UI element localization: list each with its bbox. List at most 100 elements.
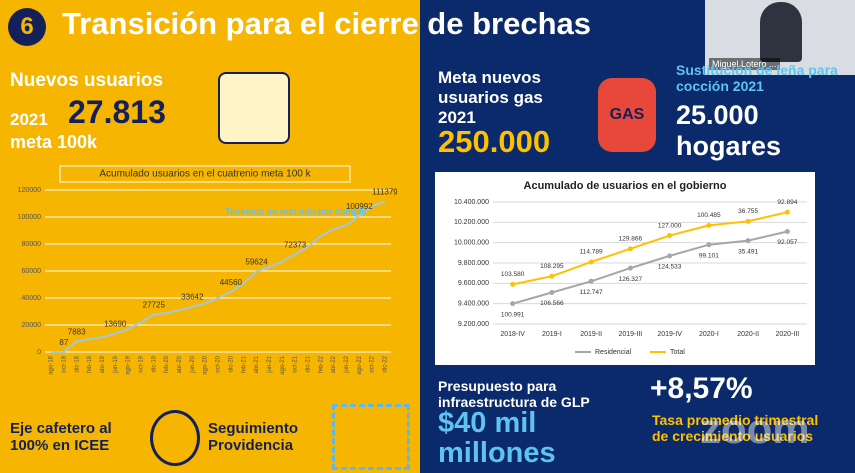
x-tick-label: dic-21 xyxy=(306,355,312,372)
annotation: Tenemos un reto aún por cumplir xyxy=(225,206,368,216)
x-tick-label: dic-22 xyxy=(383,355,389,372)
line xyxy=(512,211,788,286)
y-tick-label: 9.600.000 xyxy=(458,280,489,287)
section-number: 6 xyxy=(8,8,46,46)
point xyxy=(549,273,555,279)
icon xyxy=(150,410,200,466)
icon xyxy=(218,72,290,144)
title-box xyxy=(59,165,351,183)
point xyxy=(745,218,751,224)
gas-value: 250.000 xyxy=(438,124,551,159)
x-tick-label: ago-22 xyxy=(357,355,363,374)
x-tick-label: dic-19 xyxy=(151,355,157,372)
x-tick-label: jun-20 xyxy=(190,355,196,373)
point-annotation: 126.327 xyxy=(619,276,643,283)
x-tick-label: feb-20 xyxy=(164,355,170,373)
x-tick-label: dic-18 xyxy=(74,355,80,372)
x-tick-label: jun-22 xyxy=(344,355,350,373)
x-tick-label: abr-20 xyxy=(177,355,183,373)
count: 27.813 xyxy=(68,94,166,130)
x-tick-label: oct-20 xyxy=(216,355,222,372)
point xyxy=(667,253,673,259)
x-tick-label: jun-19 xyxy=(113,355,119,373)
point-annotation: 36.755 xyxy=(738,208,758,215)
x-tick-label: oct-22 xyxy=(370,355,376,372)
gas-icon: GAS xyxy=(598,78,656,152)
point-annotation: 106.566 xyxy=(540,300,564,307)
chart-2: Acumulado de usuarios en el gobierno 9.20… xyxy=(435,172,815,365)
y-tick-label: 120000 xyxy=(18,187,41,194)
x-tick-label: 2019-IV xyxy=(657,331,682,338)
point xyxy=(667,233,673,239)
point xyxy=(549,289,555,295)
left-panel xyxy=(0,0,420,473)
budget-value: $40 mil millones xyxy=(438,407,556,469)
line xyxy=(50,200,386,353)
point xyxy=(588,259,594,265)
y-tick-label: 80000 xyxy=(22,241,42,248)
data-label: 72373 xyxy=(284,240,307,249)
data-label: 100992 xyxy=(346,202,373,211)
point-annotation: 114.789 xyxy=(580,249,603,256)
year: 2021 xyxy=(10,110,48,129)
point xyxy=(706,242,712,248)
x-tick-label: feb-21 xyxy=(241,355,247,373)
footer-2: Seguimiento Providencia xyxy=(208,420,299,454)
x-tick-label: ago-19 xyxy=(126,355,132,374)
data-label: 27725 xyxy=(143,301,166,310)
footer-1: Eje cafetero al 100% en ICEE xyxy=(10,420,112,454)
x-tick-label: 2019-III xyxy=(619,331,643,338)
goal: meta 100k xyxy=(10,132,98,152)
point xyxy=(510,281,516,287)
point-annotation: 99.101 xyxy=(699,252,719,259)
point-annotation: 127.000 xyxy=(658,222,682,229)
chart-1: Acumulado usuarios en el cuatrenio meta … xyxy=(18,165,397,375)
y-tick-label: 100000 xyxy=(18,214,41,221)
heading: Nuevos usuarios xyxy=(10,70,164,91)
speaker-name: Miguel Lotero ... xyxy=(709,58,780,70)
point-annotation: 112.747 xyxy=(580,289,603,296)
x-tick-label: abr-21 xyxy=(254,355,260,373)
point-annotation: 100.485 xyxy=(697,212,721,219)
x-tick-label: ago-20 xyxy=(203,355,209,374)
x-tick-label: oct-18 xyxy=(61,355,67,372)
point-annotation: 35.491 xyxy=(738,248,758,255)
x-tick-label: 2020-II xyxy=(737,331,759,338)
y-tick-label: 9.200.000 xyxy=(458,321,489,328)
point-annotation: 92.057 xyxy=(777,239,797,246)
point xyxy=(627,246,633,252)
gas-heading: Meta nuevos usuarios gas 2021 xyxy=(438,68,543,127)
speaker xyxy=(760,2,802,62)
y-tick-label: 0 xyxy=(37,349,41,356)
growth-value: +8,57% xyxy=(650,372,753,405)
data-label: 111379 xyxy=(372,188,397,197)
point xyxy=(745,238,751,244)
data-label: 13690 xyxy=(104,320,127,329)
x-tick-label: 2020-I xyxy=(699,331,719,338)
x-tick-label: oct-19 xyxy=(139,355,145,372)
wood-heading: Sustitución de leña para cocción 2021 xyxy=(676,62,838,94)
title: Transición para el cierre de brechas xyxy=(62,6,591,41)
y-tick-label: 9.400.000 xyxy=(458,301,489,308)
legend-label: Total xyxy=(670,349,685,356)
x-tick-label: ago-21 xyxy=(280,355,286,374)
x-tick-label: 2019-II xyxy=(580,331,602,338)
point xyxy=(706,222,712,228)
point-annotation: 124.533 xyxy=(658,264,682,271)
chart-title: Acumulado de usuarios en el gobierno xyxy=(524,180,727,192)
map-icon xyxy=(332,404,410,470)
x-tick-label: dic-20 xyxy=(228,355,234,372)
y-tick-label: 60000 xyxy=(22,268,42,275)
budget-heading: Presupuesto para infraestructura de GLP xyxy=(438,378,590,410)
x-tick-label: 2020-III xyxy=(776,331,800,338)
growth-heading: Tasa promedio trimestral de crecimiento … xyxy=(652,412,819,444)
data-label: 33642 xyxy=(181,293,204,302)
x-tick-label: ago-18 xyxy=(49,355,55,374)
y-tick-label: 10.200.000 xyxy=(454,219,489,226)
point xyxy=(784,209,790,215)
watermark: zoom xyxy=(700,405,810,452)
point xyxy=(784,228,790,234)
y-tick-label: 20000 xyxy=(22,322,42,329)
x-tick-label: abr-19 xyxy=(100,355,106,373)
